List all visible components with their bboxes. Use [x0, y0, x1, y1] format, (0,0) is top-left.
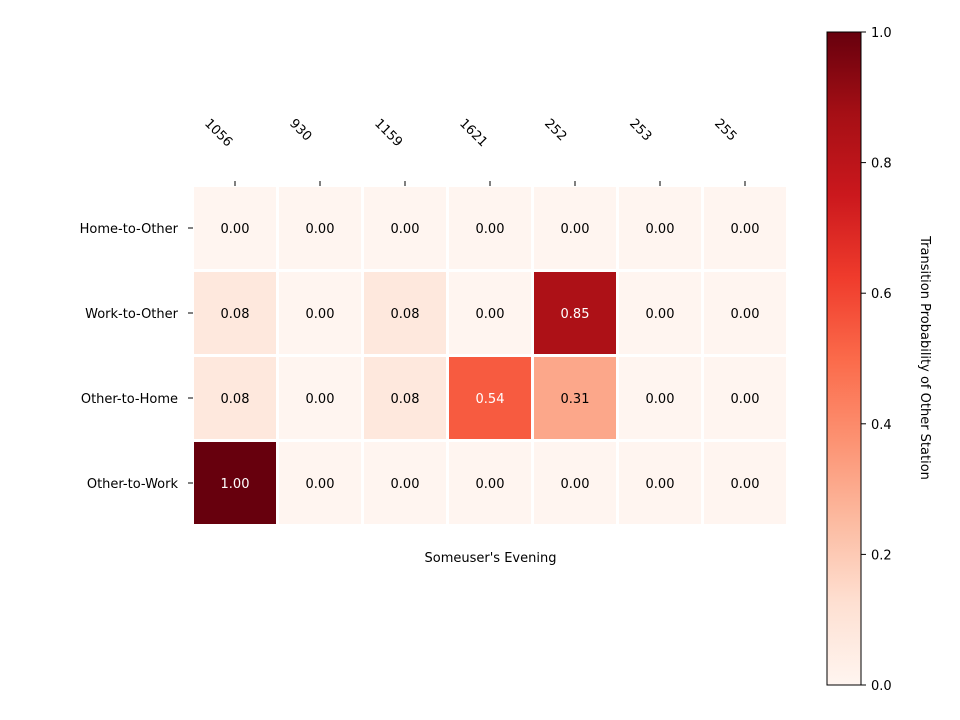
cell-value-label: 0.00	[476, 477, 505, 492]
heatmap-cell	[194, 272, 276, 354]
heatmap-cell	[534, 357, 616, 439]
cell-value-label: 0.00	[561, 222, 590, 237]
cell-value-label: 0.31	[561, 392, 590, 407]
cell-value-label: 0.00	[646, 477, 675, 492]
heatmap-cell	[534, 442, 616, 524]
heatmap-grid: 0.00 0.00 0.00 0.00 0.00 0.00 0.00 0.08 0.00 0.08…	[194, 187, 786, 524]
heatmap-cell	[704, 187, 786, 269]
heatmap-cell	[534, 272, 616, 354]
cell-value-label: 0.00	[731, 477, 760, 492]
x-axis: 1056 930 1159 1621 252 253 255	[201, 116, 746, 186]
y-axis: Home-to-Other Work-to-Other Other-to-Home O…	[80, 222, 193, 492]
heatmap-cell	[364, 357, 446, 439]
heatmap-cell	[279, 187, 361, 269]
heatmap-cell	[619, 272, 701, 354]
cell-value-label: 0.08	[391, 307, 420, 322]
heatmap-cell	[704, 357, 786, 439]
y-tick-label: Other-to-Home	[81, 392, 178, 407]
heatmap-cell	[449, 187, 531, 269]
cell-value-label: 0.00	[561, 477, 590, 492]
heatmap-cell	[194, 442, 276, 524]
colorbar-label: Transition Probability of Other Station	[917, 235, 932, 480]
cell-value-label: 0.00	[306, 477, 335, 492]
heatmap-cell	[449, 357, 531, 439]
heatmap-cell	[279, 272, 361, 354]
colorbar: 0.0 0.2 0.4 0.6 0.8 1.0 Transition Probabilit…	[826, 26, 932, 694]
heatmap-cell	[619, 442, 701, 524]
heatmap-cell	[619, 187, 701, 269]
cell-value-label: 1.00	[221, 477, 250, 492]
cell-value-label: 0.54	[476, 392, 505, 407]
heatmap-cell	[364, 442, 446, 524]
heatmap-cell	[704, 442, 786, 524]
x-tick-label: 1056	[201, 116, 235, 150]
heatmap-cell	[279, 442, 361, 524]
cell-value-label: 0.08	[221, 392, 250, 407]
x-tick-label: 1621	[456, 116, 490, 150]
cell-value-label: 0.00	[391, 477, 420, 492]
y-tick-label: Other-to-Work	[87, 477, 179, 492]
cell-value-label: 0.00	[391, 222, 420, 237]
heatmap-cell	[194, 357, 276, 439]
x-tick-label: 252	[541, 116, 569, 144]
heatmap-cell	[279, 357, 361, 439]
cell-value-label: 0.00	[306, 392, 335, 407]
cell-value-label: 0.00	[731, 222, 760, 237]
cell-value-label: 0.08	[391, 392, 420, 407]
colorbar-tick-label: 0.6	[871, 287, 892, 302]
colorbar-tick-label: 0.2	[871, 548, 892, 563]
x-tick-label: 930	[286, 116, 314, 144]
cell-value-label: 0.00	[731, 307, 760, 322]
heatmap-cell	[449, 272, 531, 354]
cell-value-label: 0.08	[221, 307, 250, 322]
heatmap-cell	[619, 357, 701, 439]
colorbar-ticks: 0.0 0.2 0.4 0.6 0.8 1.0	[861, 26, 892, 694]
cell-value-label: 0.00	[306, 307, 335, 322]
cell-value-label: 0.00	[646, 307, 675, 322]
heatmap-cell	[194, 187, 276, 269]
cell-value-label: 0.85	[561, 307, 590, 322]
cell-value-label: 0.00	[476, 222, 505, 237]
heatmap-cell	[704, 272, 786, 354]
heatmap-cell	[364, 272, 446, 354]
heatmap-cell	[364, 187, 446, 269]
x-tick-label: 1159	[371, 116, 405, 150]
x-tick-label: 255	[711, 116, 739, 144]
x-tick-label: 253	[626, 116, 654, 144]
colorbar-tick-label: 1.0	[871, 26, 892, 41]
heatmap-cell	[449, 442, 531, 524]
colorbar-tick-label: 0.8	[871, 157, 892, 172]
cell-value-label: 0.00	[646, 392, 675, 407]
cell-value-label: 0.00	[476, 307, 505, 322]
cell-value-label: 0.00	[221, 222, 250, 237]
heatmap-cell	[534, 187, 616, 269]
cell-value-label: 0.00	[731, 392, 760, 407]
colorbar-gradient	[826, 31, 862, 686]
colorbar-tick-label: 0.4	[871, 418, 892, 433]
cell-value-label: 0.00	[306, 222, 335, 237]
cell-value-label: 0.00	[646, 222, 675, 237]
x-axis-title: Someuser's Evening	[425, 551, 557, 566]
y-tick-label: Work-to-Other	[85, 307, 179, 322]
y-tick-label: Home-to-Other	[80, 222, 179, 237]
colorbar-tick-label: 0.0	[871, 679, 892, 694]
